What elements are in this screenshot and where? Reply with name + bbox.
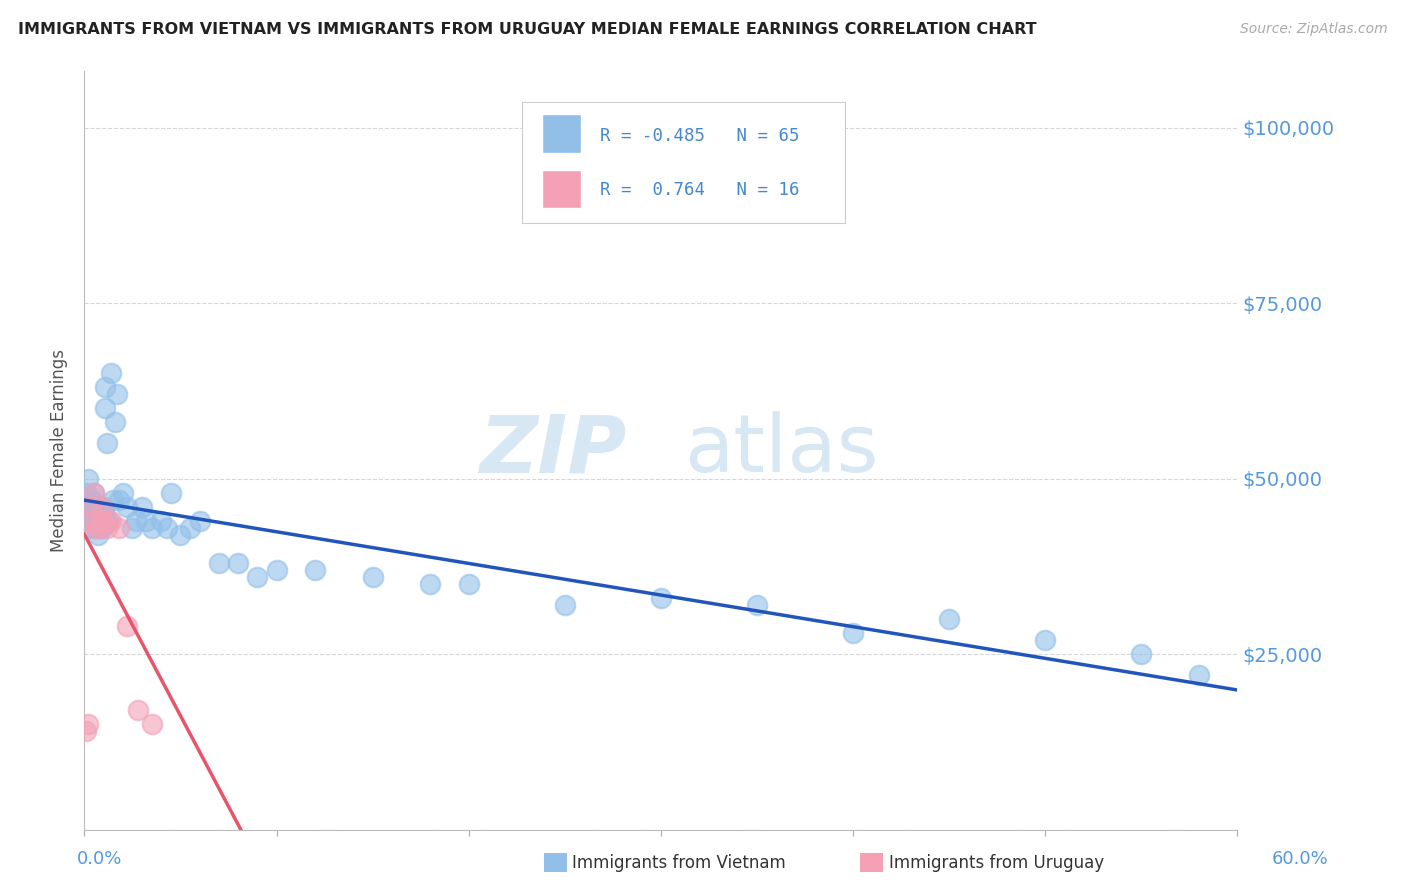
Point (90, 500, 112, 514)
Text: 0.0%: 0.0% (77, 850, 122, 868)
Point (266, 563, 288, 577)
Point (169, 527, 191, 541)
Point (208, 556, 231, 570)
Point (98, 514, 121, 528)
Point (93, 500, 115, 514)
Point (77, 500, 100, 514)
Point (1130, 647, 1153, 661)
Point (150, 514, 173, 528)
Point (90, 521, 112, 535)
Text: ZIP: ZIP (479, 411, 626, 490)
Point (745, 598, 768, 612)
Point (554, 598, 576, 612)
Point (938, 612, 960, 626)
Point (93, 514, 115, 528)
Point (87, 527, 110, 541)
Point (131, 500, 153, 514)
Point (96, 514, 118, 528)
Text: Immigrants from Uruguay: Immigrants from Uruguay (889, 854, 1104, 871)
Point (105, 387, 128, 401)
Point (94, 380, 117, 394)
Point (246, 570, 269, 584)
Point (127, 703, 149, 717)
Point (87, 500, 110, 514)
Point (457, 577, 479, 591)
Y-axis label: Median Female Earnings: Median Female Earnings (51, 349, 69, 552)
Point (87, 521, 110, 535)
Point (94, 401, 117, 416)
Point (77, 717, 100, 731)
Text: Immigrants from Vietnam: Immigrants from Vietnam (572, 854, 786, 871)
Point (115, 500, 138, 514)
Point (108, 492, 131, 507)
Point (179, 521, 201, 535)
Point (75, 724, 97, 739)
Text: Source: ZipAtlas.com: Source: ZipAtlas.com (1240, 22, 1388, 37)
Point (141, 717, 163, 731)
Point (79, 514, 101, 528)
Text: 60.0%: 60.0% (1272, 850, 1329, 868)
Point (84, 521, 107, 535)
Point (108, 521, 131, 535)
Point (93, 507, 115, 521)
Point (83, 485, 105, 500)
Point (79, 492, 101, 507)
Point (83, 500, 105, 514)
Point (80, 500, 103, 514)
Point (104, 416, 127, 430)
Point (87, 514, 110, 528)
Point (188, 514, 211, 528)
Point (125, 514, 148, 528)
Point (80, 507, 103, 521)
Point (304, 563, 326, 577)
Text: IMMIGRANTS FROM VIETNAM VS IMMIGRANTS FROM URUGUAY MEDIAN FEMALE EARNINGS CORREL: IMMIGRANTS FROM VIETNAM VS IMMIGRANTS FR… (18, 22, 1036, 37)
Point (93, 514, 115, 528)
Text: atlas: atlas (683, 411, 879, 490)
Point (226, 556, 249, 570)
Point (89, 521, 111, 535)
Point (90, 500, 112, 514)
Point (361, 570, 384, 584)
Point (135, 514, 157, 528)
Point (141, 521, 163, 535)
Point (1033, 633, 1056, 648)
Point (96, 521, 118, 535)
Point (89, 507, 111, 521)
Point (84, 507, 107, 521)
Point (100, 366, 122, 380)
Point (419, 577, 441, 591)
Point (115, 619, 138, 633)
Point (77, 471, 100, 485)
Point (79, 514, 101, 528)
Point (111, 485, 134, 500)
Point (90, 514, 112, 528)
Point (80, 521, 103, 535)
Point (80, 492, 103, 507)
Point (103, 492, 124, 507)
Point (84, 500, 107, 514)
Point (89, 514, 111, 528)
Point (83, 514, 105, 528)
Point (96, 436, 118, 450)
Point (842, 626, 865, 640)
Point (89, 514, 111, 528)
Point (650, 591, 672, 605)
Point (160, 485, 183, 500)
Point (75, 485, 97, 500)
Point (121, 521, 143, 535)
Point (84, 521, 107, 535)
Point (83, 485, 105, 500)
Point (100, 514, 122, 528)
Point (156, 521, 179, 535)
Point (1188, 668, 1211, 682)
